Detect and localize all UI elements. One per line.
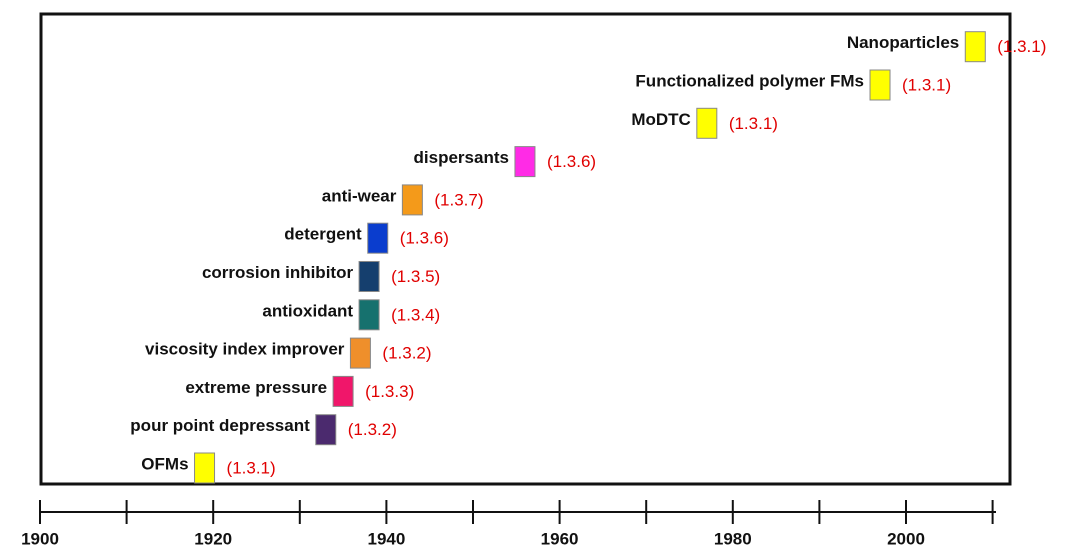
event-label: MoDTC	[631, 110, 690, 129]
event-label: Nanoparticles	[847, 33, 959, 52]
x-tick-label: 1900	[21, 529, 59, 548]
event-label: anti-wear	[322, 186, 397, 205]
event-label: pour point depressant	[130, 416, 310, 435]
event-marker	[332, 375, 354, 407]
x-tick-label: 1960	[541, 529, 579, 548]
event-label: detergent	[284, 225, 362, 244]
event-marker	[358, 299, 380, 331]
event-marker	[514, 146, 536, 178]
x-tick-label: 2000	[887, 529, 925, 548]
event-label: antioxidant	[262, 301, 353, 320]
event-label: OFMs	[141, 454, 188, 473]
event-ref: (1.3.6)	[547, 152, 596, 171]
event-ref: (1.3.7)	[434, 190, 483, 209]
event-marker	[869, 69, 891, 101]
event-marker	[964, 31, 986, 63]
event-label: corrosion inhibitor	[202, 263, 353, 282]
event-label: Functionalized polymer FMs	[635, 71, 864, 90]
event-ref: (1.3.1)	[729, 114, 778, 133]
event-marker	[349, 337, 371, 369]
event-marker	[315, 414, 337, 446]
event-ref: (1.3.3)	[365, 382, 414, 401]
event-label: viscosity index improver	[145, 340, 345, 359]
event-label: dispersants	[414, 148, 509, 167]
event-ref: (1.3.5)	[391, 267, 440, 286]
event-ref: (1.3.2)	[348, 420, 397, 439]
event-ref: (1.3.1)	[227, 458, 276, 477]
event-ref: (1.3.2)	[382, 344, 431, 363]
x-tick-label: 1940	[367, 529, 405, 548]
x-tick-label: 1920	[194, 529, 232, 548]
event-marker	[358, 261, 380, 292]
event-ref: (1.3.4)	[391, 305, 440, 324]
event-label: extreme pressure	[185, 378, 327, 397]
event-marker	[401, 184, 423, 216]
event-marker	[696, 107, 718, 139]
event-marker	[367, 222, 389, 254]
event-ref: (1.3.6)	[400, 229, 449, 248]
frame	[39, 12, 1012, 486]
event-marker	[194, 452, 216, 484]
event-ref: (1.3.1)	[902, 75, 951, 94]
event-ref: (1.3.1)	[997, 37, 1046, 56]
x-tick-label: 1980	[714, 529, 752, 548]
